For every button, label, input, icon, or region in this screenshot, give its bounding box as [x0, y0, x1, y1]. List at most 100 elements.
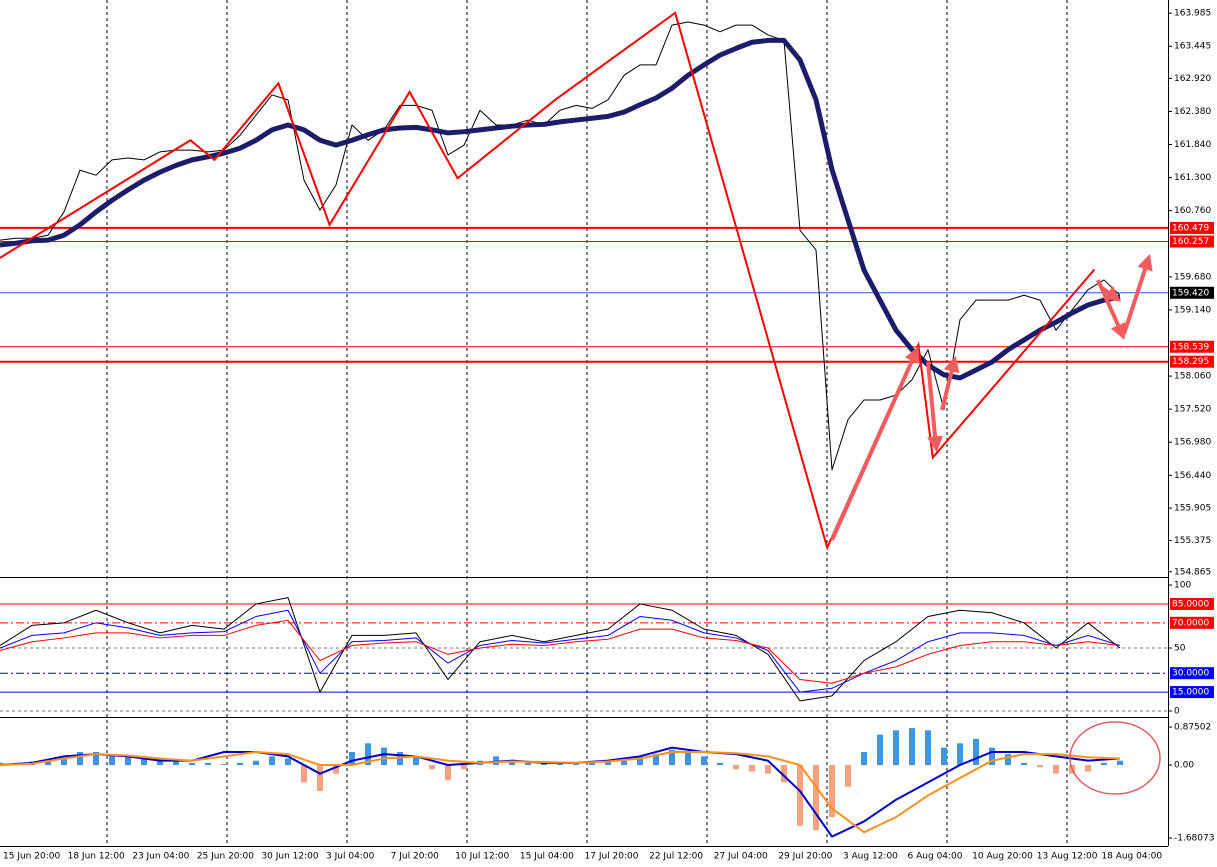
x-tick-label: 15 Jul 04:00 [520, 852, 574, 862]
histogram-bar [973, 738, 979, 766]
x-tick-label: 7 Jul 20:00 [391, 852, 440, 862]
histogram-bar [173, 760, 179, 766]
x-tick-label: 3 Aug 12:00 [843, 852, 898, 862]
histogram-bar [589, 762, 595, 766]
histogram-bar [1053, 765, 1059, 774]
level-label: 15.0000 [1172, 688, 1209, 698]
y-tick-label: 163.445 [1174, 42, 1211, 52]
y-tick-label: -1.68073 [1174, 833, 1214, 843]
level-label: 85.0000 [1172, 599, 1209, 609]
histogram-bar [493, 756, 499, 766]
y-tick-label: 156.980 [1174, 438, 1211, 448]
histogram-bar [605, 761, 611, 766]
x-tick-label: 27 Jul 04:00 [714, 852, 768, 862]
x-tick-label: 18 Aug 04:00 [1101, 852, 1162, 862]
histogram-bar [893, 730, 899, 766]
histogram-bar [333, 765, 339, 774]
histogram-bar [941, 747, 947, 766]
series-line [0, 597, 1121, 702]
histogram-bar [733, 765, 739, 770]
histogram-bar [109, 754, 115, 766]
histogram-bar [269, 756, 275, 766]
histogram-bar [413, 756, 419, 766]
histogram-bar [1021, 762, 1027, 766]
annotation-arrows [830, 253, 1153, 541]
y-tick-label: 161.840 [1174, 140, 1211, 150]
level-label-box [1170, 686, 1214, 699]
y-tick-label: 0.87502 [1174, 723, 1211, 733]
histogram-bar [461, 765, 467, 770]
y-tick-label: 161.300 [1174, 173, 1211, 183]
x-tick-label: 10 Aug 20:00 [972, 852, 1033, 862]
level-label-box [1170, 221, 1214, 234]
histogram-bar [909, 728, 915, 766]
histogram-bar [221, 764, 227, 766]
histogram-bar [157, 760, 163, 766]
y-tick-label: 155.375 [1174, 536, 1211, 546]
x-tick-label: 29 Jul 20:00 [778, 852, 832, 862]
y-tick-label: 100 [1174, 581, 1191, 591]
level-label-box [1170, 616, 1214, 629]
histogram-bar [253, 760, 259, 766]
y-tick-label: 163.985 [1174, 9, 1211, 19]
histogram-bar [781, 765, 787, 783]
y-tick-label: 159.680 [1174, 272, 1211, 282]
x-tick-label: 17 Jul 20:00 [585, 852, 639, 862]
histogram-bar [237, 762, 243, 766]
y-tick-label: 155.905 [1174, 504, 1211, 514]
level-label-box [1170, 597, 1214, 610]
histogram-bar [1037, 765, 1043, 768]
zigzag-line [0, 11, 1096, 551]
histogram-bar [749, 765, 755, 772]
x-tick-label: 22 Jul 12:00 [649, 852, 703, 862]
level-label: 160.479 [1172, 223, 1209, 233]
y-tick-label: 162.920 [1174, 74, 1211, 84]
level-label-box [1170, 355, 1214, 368]
histogram-bar [861, 751, 867, 766]
histogram-bar [397, 751, 403, 766]
histogram-bar [365, 743, 371, 766]
histogram-bar [125, 756, 131, 766]
level-label: 158.539 [1172, 342, 1209, 352]
x-tick-label: 6 Aug 04:00 [908, 852, 963, 862]
histogram-bar [205, 762, 211, 766]
histogram-bar [877, 734, 883, 766]
histogram-bar [445, 765, 451, 781]
x-tick-label: 15 Jun 20:00 [3, 852, 60, 862]
histogram-bar [525, 762, 531, 766]
histogram-bar [141, 758, 147, 766]
y-tick-label: 160.760 [1174, 206, 1211, 216]
y-tick-label: 159.140 [1174, 305, 1211, 315]
level-label: 160.257 [1172, 237, 1209, 247]
histogram-bar [845, 765, 851, 787]
histogram-bar [509, 760, 515, 766]
histogram-bar [653, 754, 659, 766]
x-tick-label: 25 Jun 20:00 [197, 852, 254, 862]
level-label: 159.420 [1172, 288, 1209, 298]
x-tick-label: 10 Jul 12:00 [455, 852, 509, 862]
plot-layer: 163.985 163.445 162.920 162.380 161.840 161.3… [0, 9, 1214, 862]
x-tick-label: 30 Jun 12:00 [261, 852, 318, 862]
series-line [0, 37, 1121, 381]
histogram-bar [381, 747, 387, 766]
histogram-bar [797, 765, 803, 826]
histogram-bar [573, 762, 579, 766]
histogram-bar [925, 730, 931, 766]
level-label: 70.0000 [1172, 618, 1209, 628]
histogram-bar [1085, 765, 1091, 772]
histogram-bar [557, 762, 563, 766]
histogram-bar [685, 751, 691, 766]
histogram-bar [541, 762, 547, 766]
y-tick-label: 154.865 [1174, 567, 1211, 577]
y-tick-label: 156.440 [1174, 471, 1211, 481]
histogram-bar [189, 762, 195, 766]
histogram-bar [349, 751, 355, 766]
histogram-bar [989, 747, 995, 766]
histogram-bar [701, 756, 707, 766]
y-tick-label: 0 [1174, 706, 1180, 716]
histogram-bar [61, 756, 67, 766]
frame [0, 0, 1169, 847]
histogram-bar [829, 765, 835, 818]
